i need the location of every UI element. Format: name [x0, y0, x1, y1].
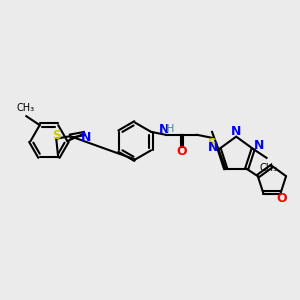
Text: N: N: [80, 131, 91, 144]
Text: O: O: [177, 145, 187, 158]
Text: N: N: [159, 123, 169, 136]
Text: S: S: [52, 129, 61, 142]
Text: O: O: [276, 192, 286, 205]
Text: S: S: [208, 137, 217, 150]
Text: H: H: [166, 124, 175, 134]
Text: N: N: [208, 141, 218, 154]
Text: N: N: [231, 125, 242, 138]
Text: CH₃: CH₃: [260, 163, 278, 173]
Text: CH₃: CH₃: [16, 103, 34, 112]
Text: N: N: [254, 140, 264, 152]
